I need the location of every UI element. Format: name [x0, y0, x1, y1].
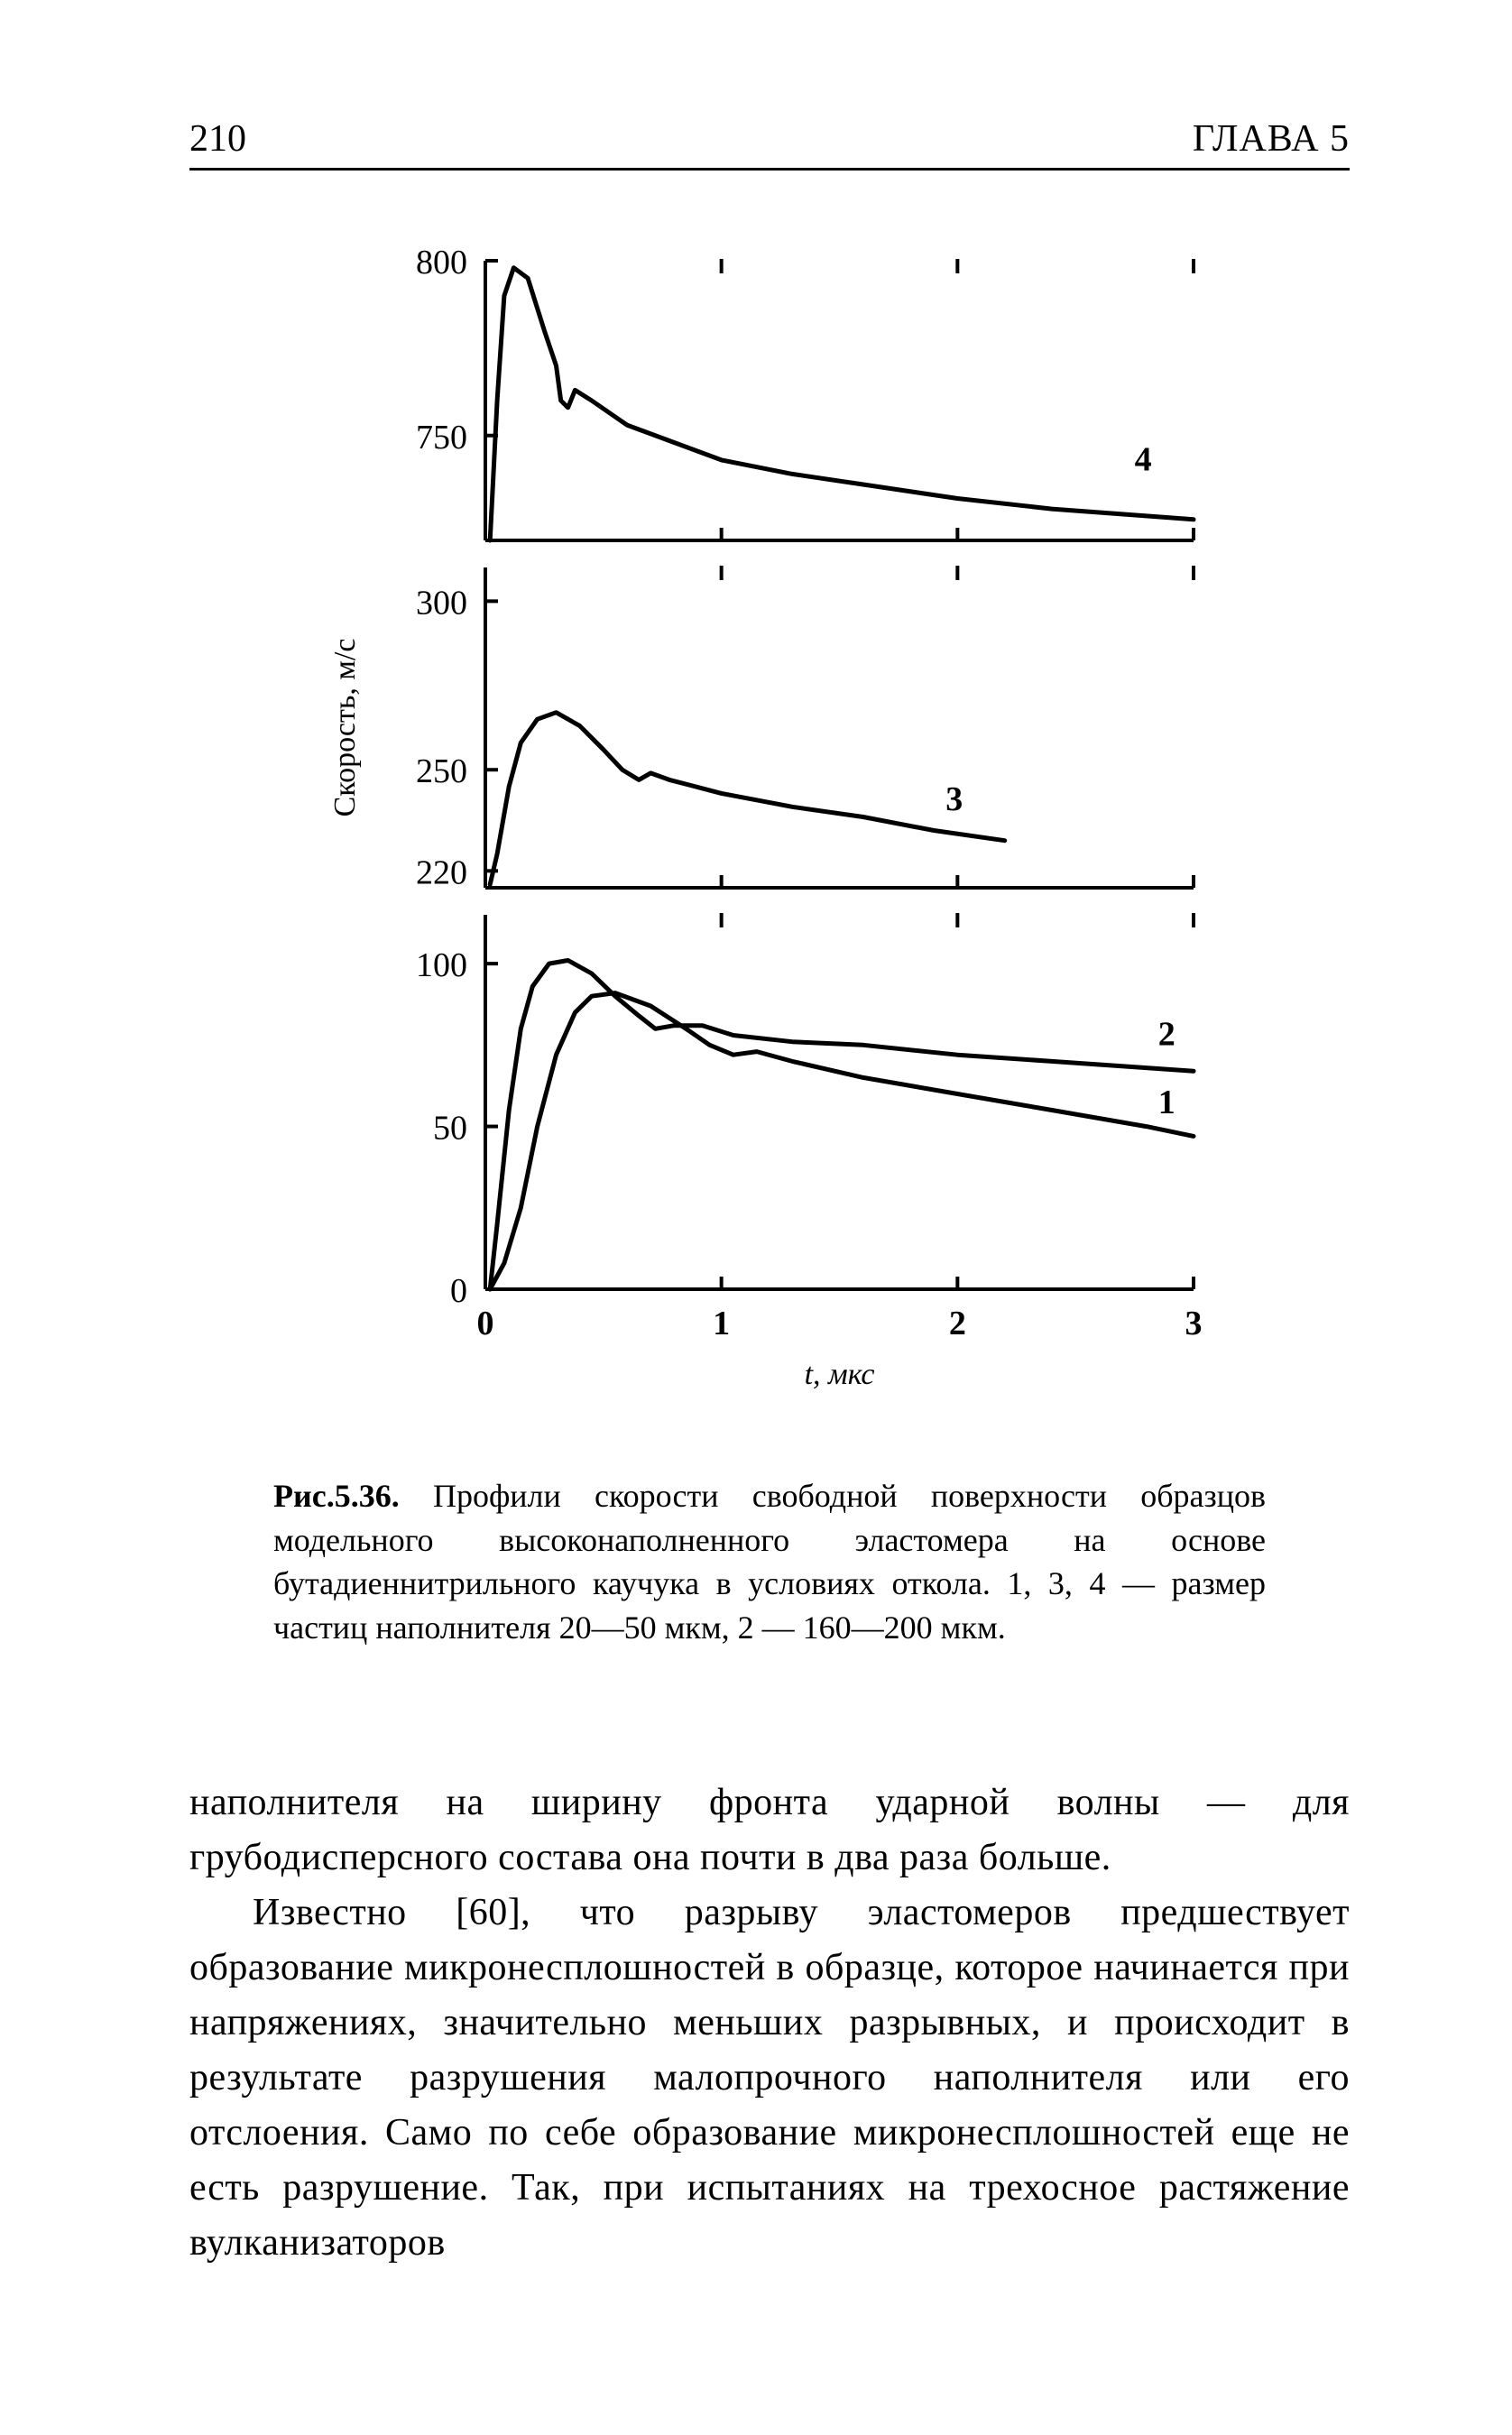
- x-axis-label: t, мкс: [805, 1358, 875, 1391]
- svg-text:250: 250: [416, 752, 467, 790]
- caption-label: Рис.5.36.: [273, 1478, 400, 1514]
- svg-text:50: 50: [433, 1110, 467, 1148]
- svg-text:2: 2: [949, 1305, 966, 1342]
- caption-text: Профили скорости свободной поверхности о…: [273, 1478, 1266, 1646]
- page-number: 210: [189, 117, 246, 161]
- svg-text:800: 800: [416, 244, 467, 281]
- figure-5-36: 750 800 4 220 250 300 3 0 50 100 1 2 0 1 2 3 t, мкс Скоро…: [273, 225, 1266, 1649]
- svg-text:0: 0: [477, 1305, 494, 1342]
- chapter-label: ГЛАВА 5: [1193, 117, 1350, 161]
- svg-text:0: 0: [450, 1272, 467, 1310]
- curve-2: [490, 961, 1194, 1290]
- curve-1: [490, 993, 1194, 1289]
- curve-3: [490, 713, 1004, 885]
- svg-text:750: 750: [416, 419, 467, 457]
- svg-text:220: 220: [416, 853, 467, 891]
- page-header: 210 ГЛАВА 5: [189, 117, 1350, 171]
- svg-text:3: 3: [1185, 1305, 1203, 1342]
- body-text: наполнителя на ширину фронта ударной вол…: [189, 1776, 1350, 2270]
- figure-svg: 750 800 4 220 250 300 3 0 50 100 1 2 0 1 2 3 t, мкс Скоро…: [273, 225, 1266, 1416]
- paragraph-1: наполнителя на ширину фронта ударной вол…: [189, 1776, 1350, 1886]
- curve-3-label: 3: [945, 780, 963, 818]
- svg-text:1: 1: [713, 1305, 730, 1342]
- svg-text:300: 300: [416, 584, 467, 622]
- page: 210 ГЛАВА 5 750 800 4 220 250 300 3 0 50 100 1 2 0 1 2…: [0, 0, 1512, 2435]
- y-axis-label: Скорость, м/с: [328, 639, 362, 817]
- paragraph-2: Известно [60], что разрыву эластомеров п…: [189, 1886, 1350, 2270]
- curve-2-label: 2: [1158, 1015, 1175, 1053]
- svg-text:100: 100: [416, 946, 467, 984]
- curve-4-label: 4: [1135, 441, 1152, 479]
- curve-1-label: 1: [1158, 1084, 1175, 1121]
- figure-caption: Рис.5.36. Профили скорости свободной пов…: [273, 1474, 1266, 1649]
- curve-4: [490, 268, 1194, 540]
